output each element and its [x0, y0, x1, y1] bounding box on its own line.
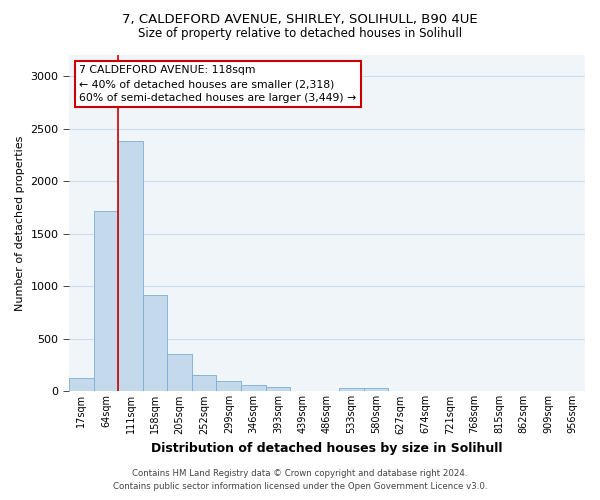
Bar: [340, 388, 364, 392]
Bar: [94, 210, 118, 392]
Bar: [266, 387, 290, 392]
Bar: [192, 374, 217, 392]
Text: 7, CALDEFORD AVENUE, SHIRLEY, SOLIHULL, B90 4UE: 7, CALDEFORD AVENUE, SHIRLEY, SOLIHULL, …: [122, 12, 478, 26]
Bar: [143, 294, 167, 392]
Y-axis label: Number of detached properties: Number of detached properties: [15, 136, 25, 311]
Text: Size of property relative to detached houses in Solihull: Size of property relative to detached ho…: [138, 28, 462, 40]
Text: 7 CALDEFORD AVENUE: 118sqm
← 40% of detached houses are smaller (2,318)
60% of s: 7 CALDEFORD AVENUE: 118sqm ← 40% of deta…: [79, 65, 356, 103]
X-axis label: Distribution of detached houses by size in Solihull: Distribution of detached houses by size …: [151, 442, 503, 455]
Text: Contains HM Land Registry data © Crown copyright and database right 2024.
Contai: Contains HM Land Registry data © Crown c…: [113, 470, 487, 491]
Bar: [69, 378, 94, 392]
Bar: [167, 354, 192, 392]
Bar: [364, 388, 388, 392]
Bar: [241, 385, 266, 392]
Bar: [118, 141, 143, 392]
Bar: [217, 382, 241, 392]
